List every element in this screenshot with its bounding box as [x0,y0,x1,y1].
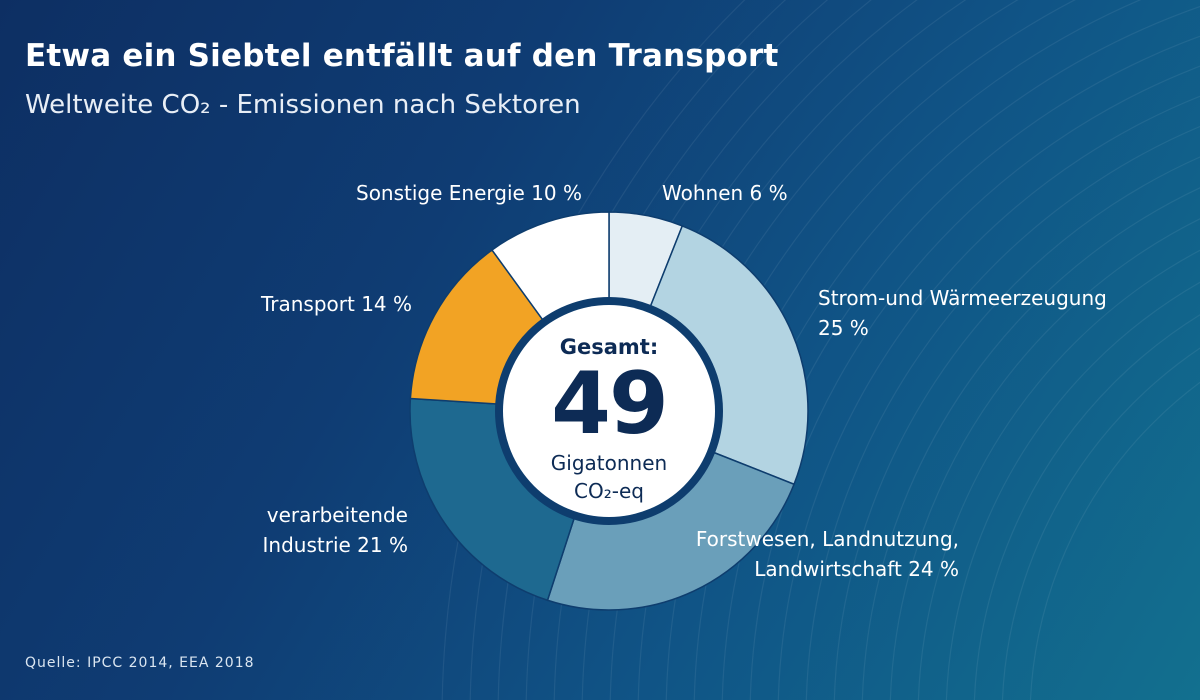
center-unit-line1: Gigatonnen [550,451,668,475]
chart-subtitle: Weltweite CO₂ - Emissionen nach Sektoren [25,90,581,120]
background-line [749,65,1200,700]
center-unit-line2: CO₂-eq [574,479,644,503]
center-label: Gesamt: [559,335,659,359]
background-line [1029,381,1200,700]
background-line [833,156,1200,700]
source-note: Quelle: IPCC 2014, EEA 2018 [25,655,255,671]
label-strom-waerme: Strom-und Wärmeerzeugung 25 % [818,286,1107,340]
label-forstwesen: Forstwesen, Landnutzung, Landwirtschaft … [695,527,959,581]
background-line [889,218,1200,700]
background-line [945,281,1200,700]
center-ring [495,297,723,525]
background-line [1001,347,1200,700]
background-line [777,95,1200,700]
center-value: 49 [551,354,669,454]
label-wohnen: Wohnen 6 % [662,181,788,205]
label-transport: Transport 14 % [260,292,412,316]
background-line [805,125,1200,700]
background-line [917,249,1200,700]
label-industrie: verarbeitende Industrie 21 % [262,503,408,557]
background-line [973,314,1200,700]
center-total: Gesamt: 49 Gigatonnen CO₂-eq [509,335,709,505]
background-line [861,187,1200,700]
center-disc [503,305,715,517]
label-sonstige-energie: Sonstige Energie 10 % [356,181,582,205]
chart-title: Etwa ein Siebtel entfällt auf den Transp… [25,38,779,74]
